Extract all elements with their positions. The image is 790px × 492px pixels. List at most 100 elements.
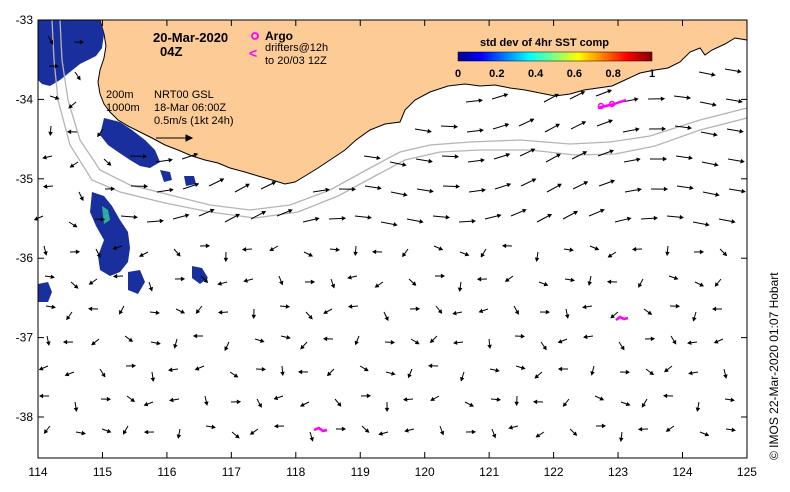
current-vector-head	[341, 426, 347, 432]
current-vector-head	[376, 155, 381, 161]
current-vector-head	[731, 219, 736, 224]
current-vector-head	[506, 182, 512, 188]
drifter-legend-icon: <	[249, 45, 257, 61]
current-vector-head	[347, 275, 352, 280]
current-vector-head	[168, 367, 173, 373]
current-vector-head	[195, 309, 201, 314]
lon-tick-label: 120	[415, 465, 435, 479]
current-vector-head	[106, 396, 112, 402]
current-vector-head	[522, 208, 527, 214]
current-vector-head	[97, 132, 102, 138]
current-vector-head	[478, 98, 483, 103]
current-vector-head	[156, 340, 161, 346]
current-vector-head	[43, 429, 49, 434]
current-vector-head	[390, 340, 396, 345]
current-vector-head	[715, 192, 720, 197]
legend-drifters-line2: to 20/03 12Z	[265, 55, 327, 67]
current-vector-head	[101, 372, 106, 378]
current-vector-head	[687, 340, 692, 345]
current-vector-head	[148, 286, 154, 292]
current-vector-head	[610, 179, 616, 184]
current-vector-head	[599, 396, 605, 401]
current-vector-head	[661, 126, 667, 132]
current-vector-head	[711, 72, 716, 77]
lat-tick-label: -37	[16, 331, 34, 345]
current-vector-head	[300, 344, 305, 350]
current-vector-head	[38, 393, 44, 399]
current-vector-head	[569, 247, 574, 253]
current-vector-head	[562, 402, 568, 407]
colorbar-title: std dev of 4hr SST comp	[480, 37, 609, 49]
current-vector-head	[554, 93, 560, 98]
current-vector-head	[479, 128, 484, 133]
current-vector-head	[377, 185, 382, 191]
current-vector-head	[469, 402, 474, 407]
current-vector-head	[664, 367, 669, 373]
drifter-track	[597, 98, 627, 110]
current-vector-head	[309, 436, 314, 442]
current-vector-head	[583, 181, 589, 186]
current-vector-head	[637, 187, 642, 193]
isobath-200m-label: 200m	[106, 89, 134, 101]
current-vector-head	[224, 346, 229, 352]
current-vector-head	[649, 370, 655, 376]
current-vector-head	[323, 309, 328, 314]
current-vector-head	[211, 424, 216, 430]
current-vector-head	[491, 433, 497, 439]
current-vector-head	[665, 251, 670, 257]
legend-drifters-line1: drifters@12h	[265, 42, 328, 54]
current-vector-head	[705, 222, 710, 227]
lon-tick-label: 116	[157, 465, 176, 479]
argo-legend-icon	[251, 32, 259, 40]
current-vector-head	[647, 310, 653, 315]
current-vector-head	[496, 213, 502, 219]
current-vector-head	[249, 430, 255, 435]
current-vector-head	[460, 376, 465, 382]
current-vector-head	[534, 374, 540, 379]
current-vector-head	[520, 333, 526, 339]
current-vector-head	[607, 89, 612, 94]
current-vector-head	[169, 397, 174, 403]
colorbar-tick-label: 0.4	[528, 68, 544, 80]
current-vector-head	[180, 276, 186, 282]
current-vector-head	[341, 216, 347, 221]
current-vector-head	[429, 188, 434, 194]
current-vector-head	[66, 129, 72, 135]
current-vector-head	[73, 284, 79, 289]
current-vector-head	[173, 343, 178, 349]
current-vector-head	[679, 214, 684, 220]
lat-tick-label: -34	[16, 92, 34, 106]
current-vector-head	[438, 246, 444, 251]
current-vector-head	[712, 102, 717, 107]
current-vector-head	[556, 153, 561, 158]
current-vector-head	[155, 310, 160, 315]
current-vector-head	[570, 277, 575, 283]
product-time: 18-Mar 06:00Z	[154, 102, 226, 114]
current-vector-head	[531, 178, 537, 183]
current-vector-head	[453, 340, 458, 345]
current-vector-head	[285, 304, 291, 309]
current-vector-head	[427, 363, 433, 369]
current-vector-head	[288, 208, 293, 214]
current-vector-head	[675, 303, 681, 309]
scale-arrow	[156, 134, 194, 142]
current-vector-head	[414, 340, 420, 345]
current-vector-head	[193, 152, 199, 158]
current-vector-head	[371, 249, 377, 255]
map-time: 04Z	[160, 44, 182, 59]
current-vector-head	[139, 252, 144, 257]
colorbar-tick-label: 1	[649, 68, 655, 80]
current-vector-head	[478, 308, 484, 314]
current-vector-head	[480, 252, 485, 258]
current-vector-head	[704, 431, 710, 437]
current-vector-head	[269, 247, 275, 252]
current-vector-head	[297, 369, 303, 375]
current-vector-head	[100, 217, 106, 222]
current-vector-head	[740, 158, 745, 164]
current-vector-head	[555, 123, 561, 128]
current-vector-head	[46, 341, 51, 346]
current-vector-head	[69, 163, 75, 168]
current-vector-head	[402, 252, 407, 258]
current-vector-head	[88, 280, 94, 285]
current-vector-head	[620, 345, 625, 351]
